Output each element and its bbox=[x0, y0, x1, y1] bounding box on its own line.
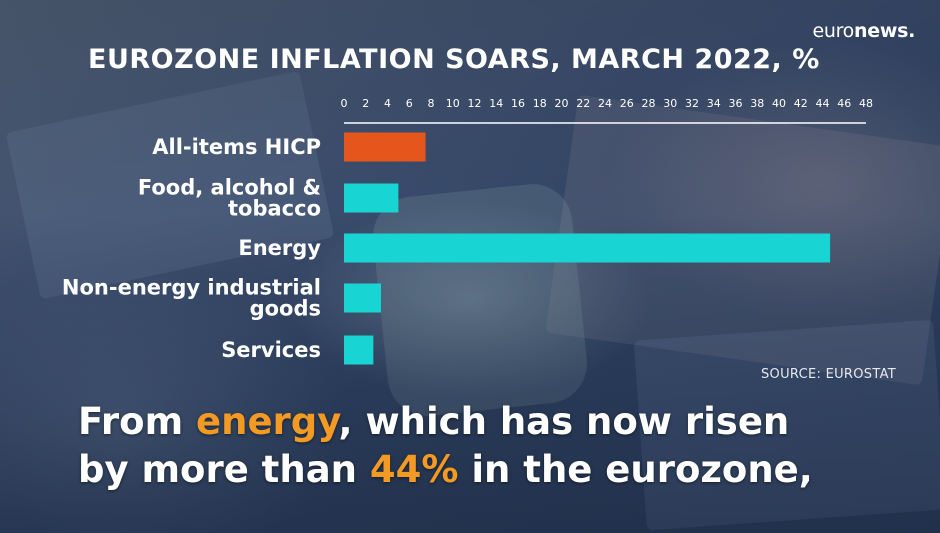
caption-text: by more than bbox=[78, 448, 370, 491]
category-label-line: Non-energy industrial bbox=[62, 276, 321, 300]
euronews-logo: euronews. bbox=[812, 20, 915, 42]
x-tick-label: 6 bbox=[406, 97, 413, 110]
x-tick-label: 24 bbox=[598, 97, 612, 110]
x-tick-label: 38 bbox=[750, 97, 764, 110]
logo-part-news: news. bbox=[854, 20, 915, 42]
category-label: Food, alcohol & tobacco bbox=[138, 176, 321, 221]
x-tick-label: 8 bbox=[428, 97, 435, 110]
bar bbox=[344, 335, 374, 365]
caption-text: From bbox=[78, 400, 197, 443]
x-tick-label: 12 bbox=[468, 97, 482, 110]
category-label-line: Services bbox=[221, 338, 321, 362]
category-label: All-items HICP bbox=[152, 135, 321, 159]
x-tick-label: 20 bbox=[555, 97, 569, 110]
logo-part-euro: euro bbox=[812, 20, 854, 42]
category-label: Non-energy industrial goods bbox=[62, 276, 321, 321]
category-label-line: All-items HICP bbox=[152, 135, 321, 159]
x-tick-label: 0 bbox=[341, 97, 348, 110]
x-tick-label: 48 bbox=[859, 97, 873, 110]
x-tick-label: 26 bbox=[620, 97, 634, 110]
category-label: Energy bbox=[238, 236, 321, 260]
x-tick-label: 36 bbox=[729, 97, 743, 110]
bar bbox=[344, 233, 831, 263]
category-label-line: tobacco bbox=[228, 197, 321, 221]
caption-subtitle: From energy, which has now risen by more… bbox=[78, 398, 813, 494]
x-tick-label: 4 bbox=[384, 97, 391, 110]
bar bbox=[344, 132, 426, 162]
caption-highlight: 44% bbox=[369, 448, 459, 491]
caption-text: , which has now risen bbox=[338, 400, 790, 443]
caption-line-1: From energy, which has now risen bbox=[78, 398, 813, 446]
x-tick-label: 2 bbox=[362, 97, 369, 110]
x-tick-label: 42 bbox=[794, 97, 808, 110]
caption-line-2: by more than 44% in the eurozone, bbox=[78, 446, 813, 494]
source-note: SOURCE: EUROSTAT bbox=[761, 367, 896, 382]
x-tick-label: 28 bbox=[642, 97, 656, 110]
category-label-line: goods bbox=[250, 297, 321, 321]
bar bbox=[344, 283, 381, 313]
x-tick-label: 16 bbox=[511, 97, 525, 110]
category-label-line: Food, alcohol & bbox=[138, 176, 321, 200]
x-tick-label: 40 bbox=[772, 97, 786, 110]
x-tick-label: 14 bbox=[489, 97, 503, 110]
x-tick-label: 44 bbox=[816, 97, 830, 110]
caption-text: in the eurozone, bbox=[458, 448, 813, 491]
x-tick-label: 18 bbox=[533, 97, 547, 110]
x-tick-label: 22 bbox=[576, 97, 590, 110]
caption-highlight: energy bbox=[196, 400, 339, 443]
x-tick-label: 34 bbox=[707, 97, 721, 110]
x-tick-label: 10 bbox=[446, 97, 460, 110]
x-tick-label: 46 bbox=[837, 97, 851, 110]
chart-title: EUROZONE INFLATION SOARS, MARCH 2022, % bbox=[88, 44, 820, 75]
x-tick-label: 32 bbox=[685, 97, 699, 110]
x-tick-label: 30 bbox=[663, 97, 677, 110]
category-label-line: Energy bbox=[238, 236, 321, 260]
bar bbox=[344, 183, 399, 213]
category-label: Services bbox=[221, 338, 321, 362]
